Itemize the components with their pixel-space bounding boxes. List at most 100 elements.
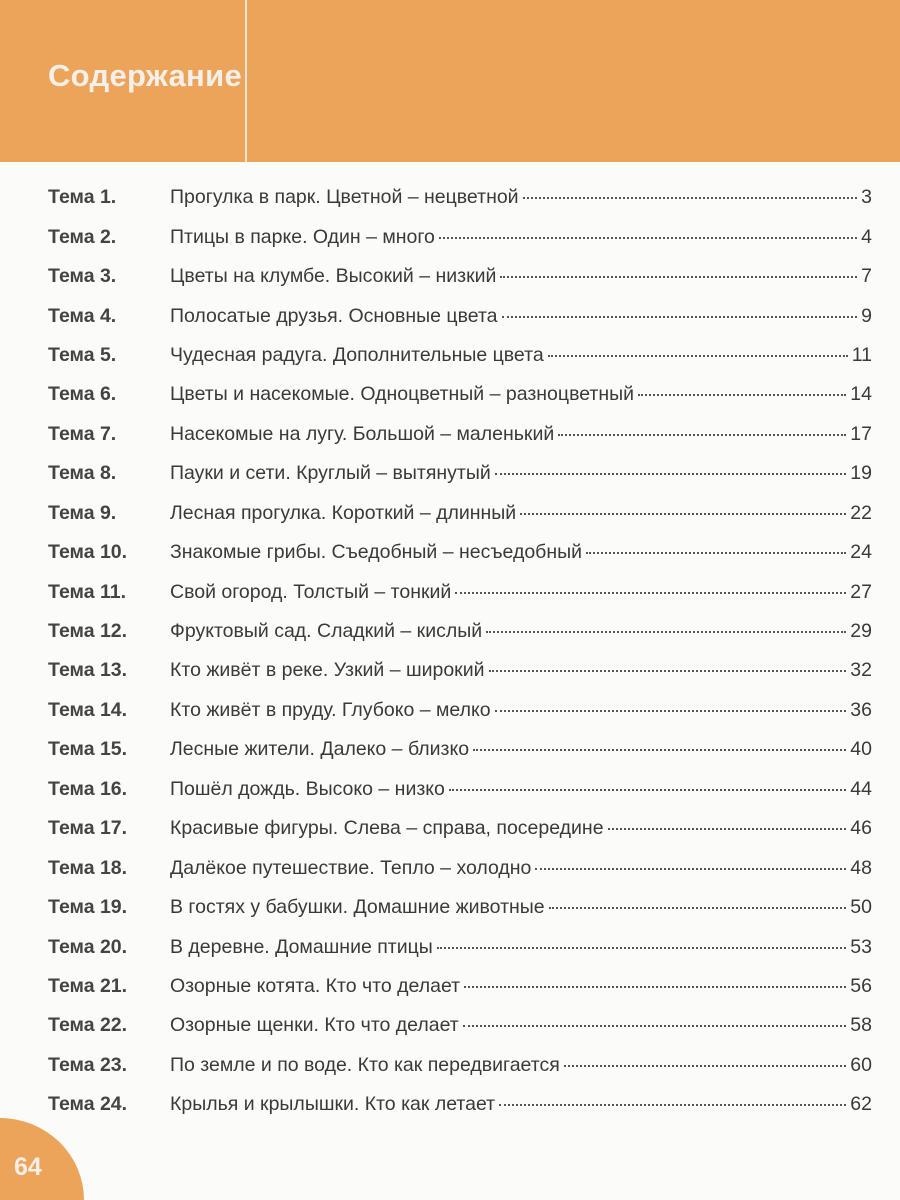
- toc-entry-line: Насекомые на лугу. Большой – маленький 17: [170, 423, 872, 446]
- toc-entry[interactable]: Тема 10. Знакомые грибы. Съедобный – нес…: [0, 533, 900, 572]
- page-number: 64: [14, 1153, 42, 1181]
- toc-entry-label: Тема 10.: [48, 541, 128, 564]
- toc-entry-label: Тема 1.: [48, 186, 117, 209]
- toc-entry-title: Насекомые на лугу. Большой – маленький: [170, 422, 555, 445]
- toc-entry-line: Далёкое путешествие. Тепло – холодно 48: [170, 857, 872, 880]
- toc-entry-line: Пошёл дождь. Высоко – низко 44: [170, 778, 872, 801]
- toc-entry[interactable]: Тема 18. Далёкое путешествие. Тепло – хо…: [0, 848, 900, 887]
- page-title: Содержание: [48, 58, 242, 93]
- toc-entry[interactable]: Тема 2. Птицы в парке. Один – много 4: [0, 217, 900, 256]
- toc-entry[interactable]: Тема 20. В деревне. Домашние птицы 53: [0, 927, 900, 966]
- toc-entry-label: Тема 4.: [48, 304, 117, 327]
- toc-entry[interactable]: Тема 12. Фруктовый сад. Сладкий – кислый…: [0, 612, 900, 651]
- toc-entry-line: Озорные щенки. Кто что делает 58: [170, 1014, 872, 1037]
- toc-entry-title: Цветы на клумбе. Высокий – низкий: [170, 265, 497, 288]
- toc-entry-label: Тема 14.: [48, 698, 128, 721]
- toc-entry-page: 17: [850, 422, 872, 445]
- toc-entry-label: Тема 13.: [48, 659, 128, 682]
- toc-entry-title: В гостях у бабушки. Домашние животные: [170, 896, 545, 919]
- dot-leader: [501, 315, 858, 318]
- toc-entry-label: Тема 19.: [48, 896, 128, 919]
- toc-entry[interactable]: Тема 17. Красивые фигуры. Слева – справа…: [0, 809, 900, 848]
- toc-entry-label: Тема 7.: [48, 422, 117, 445]
- toc-entry[interactable]: Тема 5. Чудесная радуга. Дополнительные …: [0, 336, 900, 375]
- toc-entry-title: Прогулка в парк. Цветной – нецветной: [170, 186, 519, 209]
- toc-entry-label: Тема 5.: [48, 343, 117, 366]
- dot-leader: [438, 236, 858, 239]
- toc-entry[interactable]: Тема 8. Пауки и сети. Круглый – вытянуты…: [0, 454, 900, 493]
- toc-entry-title: Пошёл дождь. Высоко – низко: [170, 777, 445, 800]
- toc-entry-page: 53: [850, 935, 872, 958]
- toc-entry[interactable]: Тема 9. Лесная прогулка. Короткий – длин…: [0, 494, 900, 533]
- toc-entry-title: Фруктовый сад. Сладкий – кислый: [170, 620, 483, 643]
- toc-entry[interactable]: Тема 13. Кто живёт в реке. Узкий – широк…: [0, 651, 900, 690]
- toc-entry-title: Пауки и сети. Круглый – вытянутый: [170, 462, 491, 485]
- toc-entry-line: Фруктовый сад. Сладкий – кислый 29: [170, 620, 872, 643]
- toc-entry-page: 56: [850, 974, 872, 997]
- toc-entry-page: 46: [850, 817, 872, 840]
- toc-entry-line: В деревне. Домашние птицы 53: [170, 936, 872, 959]
- toc-entry-title: Знакомые грибы. Съедобный – несъедобный: [170, 541, 583, 564]
- toc-entry-label: Тема 18.: [48, 856, 128, 879]
- toc-entry-label: Тема 9.: [48, 501, 117, 524]
- toc-entry-label: Тема 24.: [48, 1093, 128, 1116]
- toc-entry-line: Полосатые друзья. Основные цвета 9: [170, 305, 872, 328]
- toc-entry-line: Птицы в парке. Один – много 4: [170, 226, 872, 249]
- toc-entry-label: Тема 2.: [48, 225, 117, 248]
- toc-entry-title: Лесная прогулка. Короткий – длинный: [170, 501, 517, 524]
- header-banner: Содержание: [0, 0, 900, 162]
- toc-entry-label: Тема 22.: [48, 1014, 128, 1037]
- toc-entry-line: В гостях у бабушки. Домашние животные 50: [170, 896, 872, 919]
- toc-entry-page: 11: [851, 343, 872, 366]
- toc-entry[interactable]: Тема 14. Кто живёт в пруду. Глубоко – ме…: [0, 691, 900, 730]
- dot-leader: [547, 354, 848, 357]
- toc-entry[interactable]: Тема 22. Озорные щенки. Кто что делает 58: [0, 1006, 900, 1045]
- toc-entry-label: Тема 17.: [48, 817, 128, 840]
- toc-entry-title: Птицы в парке. Один – много: [170, 225, 435, 248]
- toc-entry-label: Тема 3.: [48, 265, 117, 288]
- toc-entry[interactable]: Тема 11. Свой огород. Толстый – тонкий 27: [0, 572, 900, 611]
- toc-entry[interactable]: Тема 7. Насекомые на лугу. Большой – мал…: [0, 415, 900, 454]
- toc-entry-page: 60: [850, 1053, 872, 1076]
- toc-entry-line: Кто живёт в пруду. Глубоко – мелко 36: [170, 699, 872, 722]
- toc-entry[interactable]: Тема 21. Озорные котята. Кто что делает 5…: [0, 967, 900, 1006]
- toc-entry-title: Крылья и крылышки. Кто как летает: [170, 1093, 496, 1116]
- dot-leader: [520, 512, 847, 515]
- dot-leader: [488, 670, 847, 673]
- header-divider: [245, 0, 247, 162]
- dot-leader: [494, 473, 847, 476]
- toc-entry-label: Тема 11.: [48, 580, 126, 603]
- toc-entry[interactable]: Тема 24. Крылья и крылышки. Кто как лета…: [0, 1085, 900, 1124]
- toc-entry-line: Цветы на клумбе. Высокий – низкий 7: [170, 265, 872, 288]
- toc-entry[interactable]: Тема 4. Полосатые друзья. Основные цвета…: [0, 296, 900, 335]
- dot-leader: [448, 788, 847, 791]
- toc-entry[interactable]: Тема 19. В гостях у бабушки. Домашние жи…: [0, 888, 900, 927]
- toc-entry[interactable]: Тема 6. Цветы и насекомые. Одноцветный –…: [0, 375, 900, 414]
- toc-entry-page: 58: [850, 1014, 872, 1037]
- toc-entry[interactable]: Тема 15. Лесные жители. Далеко – близко 4…: [0, 730, 900, 769]
- dot-leader: [499, 1104, 847, 1107]
- toc-entry-page: 14: [850, 383, 872, 406]
- toc-entry-page: 24: [850, 541, 872, 564]
- toc-entry[interactable]: Тема 1. Прогулка в парк. Цветной – нецве…: [0, 178, 900, 217]
- toc-entry-label: Тема 23.: [48, 1053, 128, 1076]
- dot-leader: [638, 394, 847, 397]
- toc-entry-line: Красивые фигуры. Слева – справа, посеред…: [170, 817, 872, 840]
- toc-entry-title: Полосатые друзья. Основные цвета: [170, 304, 498, 327]
- toc-entry[interactable]: Тема 23. По земле и по воде. Кто как пер…: [0, 1046, 900, 1085]
- dot-leader: [436, 946, 847, 949]
- dot-leader: [473, 749, 847, 752]
- toc-entry-page: 40: [850, 738, 872, 761]
- toc-entry[interactable]: Тема 16. Пошёл дождь. Высоко – низко 44: [0, 770, 900, 809]
- toc-entry-page: 19: [850, 462, 872, 485]
- toc-entry-page: 44: [850, 777, 872, 800]
- dot-leader: [563, 1064, 847, 1067]
- toc-entry-title: Озорные котята. Кто что делает: [170, 974, 461, 997]
- toc-entry[interactable]: Тема 3. Цветы на клумбе. Высокий – низки…: [0, 257, 900, 296]
- toc-entry-label: Тема 16.: [48, 777, 128, 800]
- toc-entry-line: Свой огород. Толстый – тонкий 27: [170, 581, 872, 604]
- toc-entry-title: Кто живёт в пруду. Глубоко – мелко: [170, 698, 491, 721]
- toc-entry-title: Свой огород. Толстый – тонкий: [170, 580, 452, 603]
- toc-entry-page: 4: [861, 225, 872, 248]
- toc-entry-title: Далёкое путешествие. Тепло – холодно: [170, 856, 532, 879]
